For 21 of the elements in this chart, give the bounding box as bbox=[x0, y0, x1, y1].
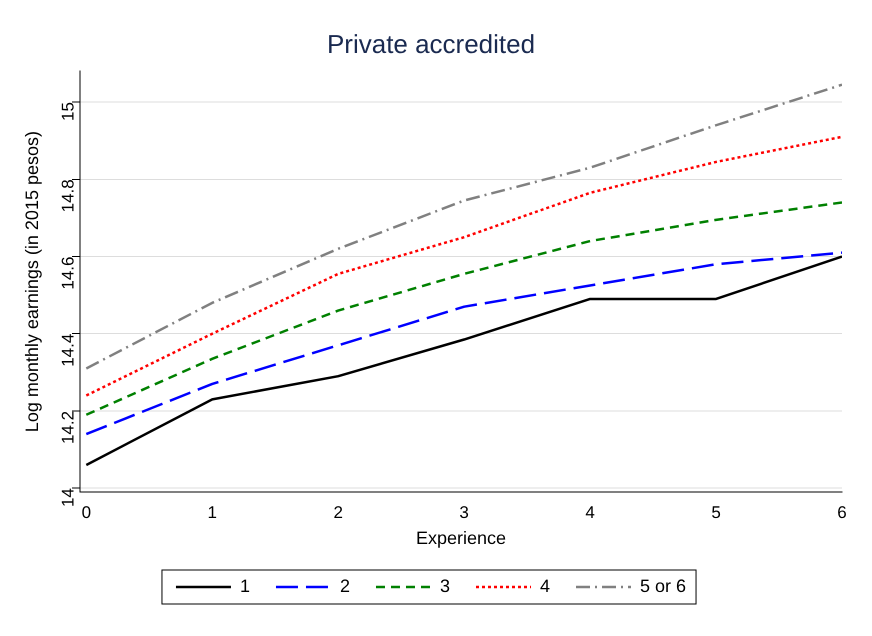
x-tick-label: 1 bbox=[208, 502, 217, 522]
x-tick-label: 6 bbox=[837, 502, 847, 522]
legend-label: 1 bbox=[240, 576, 250, 596]
y-tick-label: 15 bbox=[58, 102, 78, 122]
legend-label: 4 bbox=[540, 576, 550, 596]
legend-label: 2 bbox=[340, 576, 350, 596]
legend-label: 3 bbox=[440, 576, 450, 596]
x-tick-label: 3 bbox=[459, 502, 469, 522]
y-tick-label: 14.4 bbox=[58, 334, 78, 367]
x-tick-label: 5 bbox=[711, 502, 721, 522]
y-tick-label: 14.6 bbox=[58, 256, 78, 290]
legend-label: 5 or 6 bbox=[640, 576, 686, 596]
y-tick-label: 14.8 bbox=[58, 179, 78, 212]
chart-title: Private accredited bbox=[326, 28, 536, 59]
x-tick-label: 4 bbox=[585, 502, 595, 522]
x-tick-label: 2 bbox=[333, 502, 343, 522]
x-tick-label: 0 bbox=[82, 502, 92, 522]
y-axis-title: Log monthly earnings (in 2015 pesos) bbox=[22, 131, 42, 432]
y-tick-label: 14 bbox=[58, 488, 78, 508]
y-tick-label: 14.2 bbox=[58, 410, 78, 444]
x-axis-title: Experience bbox=[416, 528, 506, 548]
